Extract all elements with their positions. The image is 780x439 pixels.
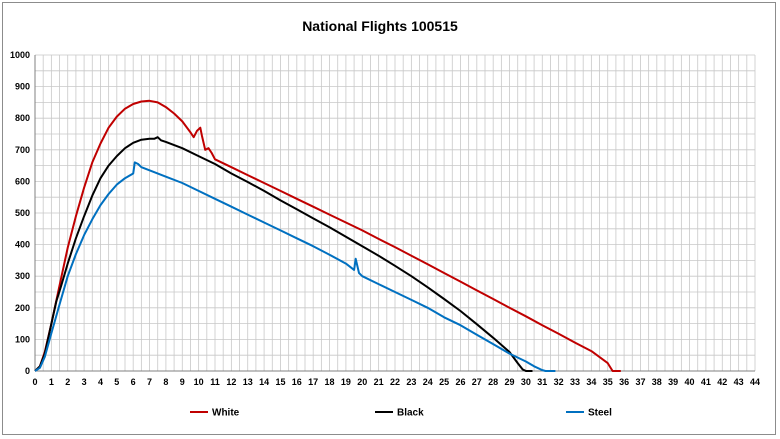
x-tick-label: 43 xyxy=(734,377,744,387)
y-tick-label: 300 xyxy=(15,271,30,281)
x-tick-label: 26 xyxy=(455,377,465,387)
x-tick-label: 23 xyxy=(406,377,416,387)
x-tick-label: 33 xyxy=(570,377,580,387)
y-tick-label: 600 xyxy=(15,176,30,186)
x-tick-label: 30 xyxy=(521,377,531,387)
series-line-steel xyxy=(34,161,556,372)
x-tick-label: 22 xyxy=(390,377,400,387)
y-tick-label: 800 xyxy=(15,113,30,123)
y-tick-label: 0 xyxy=(25,366,30,376)
legend: White Black Steel xyxy=(190,408,612,419)
x-tick-label: 39 xyxy=(668,377,678,387)
y-axis-ticks: 0 100 200 300 400 500 600 700 800 900 1000 xyxy=(10,50,30,376)
x-tick-label: 24 xyxy=(423,377,433,387)
x-tick-label: 1 xyxy=(49,377,54,387)
y-tick-label: 1000 xyxy=(10,50,30,60)
series-line-white xyxy=(34,99,621,372)
x-tick-label: 11 xyxy=(210,377,220,387)
x-tick-label: 38 xyxy=(652,377,662,387)
x-tick-label: 19 xyxy=(341,377,351,387)
x-tick-label: 15 xyxy=(275,377,285,387)
x-tick-label: 8 xyxy=(163,377,168,387)
axes xyxy=(34,55,755,372)
x-tick-label: 20 xyxy=(357,377,367,387)
x-tick-label: 2 xyxy=(65,377,70,387)
series-line-black xyxy=(34,136,533,372)
x-tick-label: 21 xyxy=(374,377,384,387)
chart-frame xyxy=(2,2,776,435)
y-tick-label: 500 xyxy=(15,208,30,218)
legend-label-white: White xyxy=(212,408,240,419)
x-tick-label: 3 xyxy=(82,377,87,387)
x-tick-label: 25 xyxy=(439,377,449,387)
x-tick-label: 31 xyxy=(537,377,547,387)
series-lines xyxy=(34,99,621,372)
grid xyxy=(34,54,756,372)
x-tick-label: 6 xyxy=(131,377,136,387)
x-tick-label: 13 xyxy=(243,377,253,387)
y-tick-label: 900 xyxy=(15,82,30,92)
x-tick-label: 40 xyxy=(685,377,695,387)
x-tick-label: 32 xyxy=(554,377,564,387)
x-tick-label: 4 xyxy=(98,377,103,387)
y-tick-label: 400 xyxy=(15,240,30,250)
x-tick-label: 41 xyxy=(701,377,711,387)
x-tick-label: 18 xyxy=(325,377,335,387)
x-tick-label: 10 xyxy=(194,377,204,387)
x-tick-label: 0 xyxy=(32,377,37,387)
x-tick-label: 34 xyxy=(586,377,596,387)
x-tick-label: 44 xyxy=(750,377,760,387)
x-tick-label: 7 xyxy=(147,377,152,387)
x-tick-label: 29 xyxy=(505,377,515,387)
x-axis-ticks: 0 1 2 3 4 5 6 7 8 9 10 11 12 13 14 15 16 17 18 19 20 21 22 23 24… xyxy=(32,377,760,387)
x-tick-label: 17 xyxy=(308,377,318,387)
x-tick-label: 9 xyxy=(180,377,185,387)
x-tick-label: 16 xyxy=(292,377,302,387)
x-tick-label: 35 xyxy=(603,377,613,387)
x-tick-label: 42 xyxy=(717,377,727,387)
x-tick-label: 12 xyxy=(226,377,236,387)
x-tick-label: 37 xyxy=(635,377,645,387)
chart-title: National Flights 100515 xyxy=(302,18,458,34)
x-tick-label: 27 xyxy=(472,377,482,387)
x-tick-label: 28 xyxy=(488,377,498,387)
x-tick-label: 5 xyxy=(114,377,119,387)
y-tick-label: 100 xyxy=(15,334,30,344)
x-tick-label: 14 xyxy=(259,377,269,387)
legend-label-steel: Steel xyxy=(588,408,612,419)
x-tick-label: 36 xyxy=(619,377,629,387)
y-tick-label: 200 xyxy=(15,303,30,313)
legend-label-black: Black xyxy=(397,408,424,419)
y-tick-label: 700 xyxy=(15,145,30,155)
